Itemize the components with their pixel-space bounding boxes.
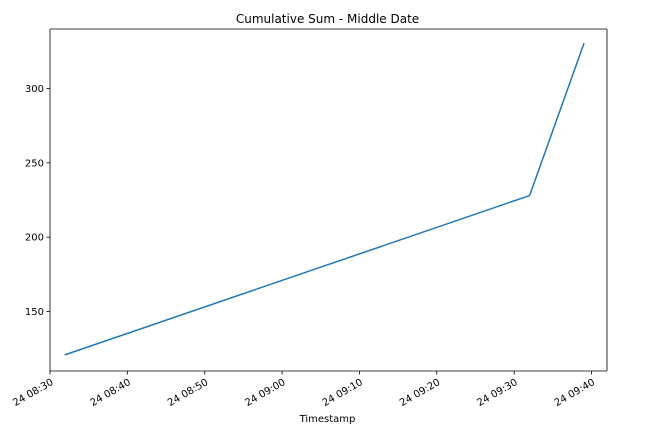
y-tick-label: 250 bbox=[25, 158, 44, 169]
y-tick-label: 150 bbox=[25, 307, 44, 318]
x-tick-label: 24 08:30 bbox=[11, 377, 55, 409]
y-tick-label: 300 bbox=[25, 84, 44, 95]
x-tick-label: 24 08:40 bbox=[89, 377, 133, 409]
plot-area bbox=[49, 28, 608, 372]
x-axis-label: Timestamp bbox=[299, 414, 356, 425]
y-tick-label: 200 bbox=[25, 233, 44, 244]
series-line-0 bbox=[64, 42, 585, 356]
x-tick-label: 24 09:00 bbox=[243, 377, 287, 409]
x-axis: 24 08:30 24 08:40 24 08:50 24 09:00 24 09:10… bbox=[11, 371, 597, 409]
x-tick-label: 24 09:40 bbox=[553, 377, 597, 409]
x-tick-label: 24 09:30 bbox=[475, 377, 519, 409]
x-tick-label: 24 09:20 bbox=[398, 377, 442, 409]
y-axis: 150 200 250 300 bbox=[25, 84, 50, 318]
chart-title: Cumulative Sum - Middle Date bbox=[236, 12, 419, 26]
x-tick-label: 24 09:10 bbox=[321, 377, 365, 409]
x-tick-label: 24 08:50 bbox=[166, 377, 210, 409]
